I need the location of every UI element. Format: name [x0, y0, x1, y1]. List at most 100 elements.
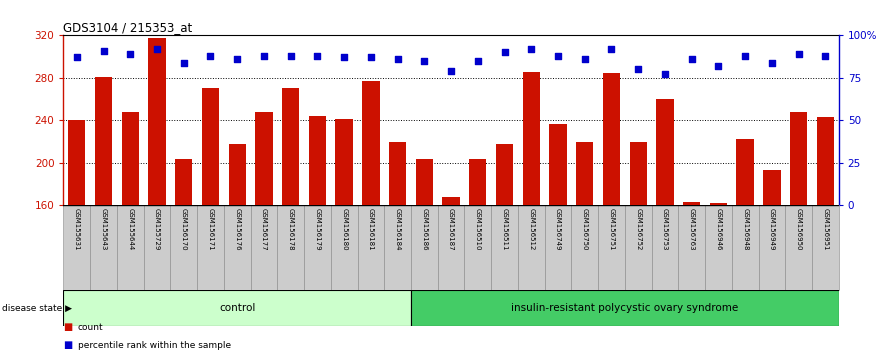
- Point: [150, 46, 164, 52]
- Bar: [492, 205, 518, 290]
- Text: GSM155631: GSM155631: [74, 208, 80, 250]
- Bar: [598, 205, 625, 290]
- Bar: [304, 205, 330, 290]
- Bar: [95, 77, 112, 205]
- Bar: [278, 205, 304, 290]
- Bar: [576, 142, 594, 205]
- Bar: [759, 205, 785, 290]
- Text: insulin-resistant polycystic ovary syndrome: insulin-resistant polycystic ovary syndr…: [511, 303, 738, 313]
- Point: [818, 53, 833, 59]
- Bar: [411, 290, 839, 326]
- Bar: [442, 197, 460, 205]
- Point: [284, 53, 298, 59]
- Point: [604, 46, 618, 52]
- Bar: [438, 205, 464, 290]
- Bar: [737, 139, 754, 205]
- Bar: [358, 205, 384, 290]
- Point: [257, 53, 271, 59]
- Point: [738, 53, 752, 59]
- Point: [498, 50, 512, 55]
- Point: [444, 68, 458, 74]
- Bar: [202, 88, 219, 205]
- Bar: [817, 117, 834, 205]
- Bar: [416, 159, 433, 205]
- Point: [177, 60, 191, 65]
- Text: GSM156750: GSM156750: [581, 208, 588, 250]
- Bar: [148, 38, 166, 205]
- Bar: [678, 205, 705, 290]
- Bar: [255, 112, 272, 205]
- Bar: [785, 205, 812, 290]
- Text: percentile rank within the sample: percentile rank within the sample: [78, 341, 231, 350]
- Text: GSM156763: GSM156763: [689, 208, 695, 251]
- Bar: [117, 205, 144, 290]
- Text: GSM156184: GSM156184: [395, 208, 401, 250]
- Bar: [63, 290, 411, 326]
- Text: GSM156752: GSM156752: [635, 208, 641, 250]
- Text: GSM156180: GSM156180: [341, 208, 347, 251]
- Point: [390, 56, 404, 62]
- Bar: [170, 205, 197, 290]
- Text: GSM156511: GSM156511: [501, 208, 507, 250]
- Text: control: control: [219, 303, 255, 313]
- Text: ■: ■: [63, 340, 72, 350]
- Bar: [384, 205, 411, 290]
- Point: [470, 58, 485, 64]
- Bar: [522, 72, 540, 205]
- Bar: [763, 170, 781, 205]
- Bar: [518, 205, 544, 290]
- Text: GSM155643: GSM155643: [100, 208, 107, 250]
- Text: GSM156187: GSM156187: [448, 208, 454, 251]
- Text: GSM156951: GSM156951: [822, 208, 828, 250]
- Text: GSM156177: GSM156177: [261, 208, 267, 251]
- Text: GSM156178: GSM156178: [288, 208, 293, 251]
- Text: GSM156946: GSM156946: [715, 208, 722, 250]
- Bar: [630, 142, 647, 205]
- Text: GSM156948: GSM156948: [742, 208, 748, 250]
- Text: GSM156749: GSM156749: [555, 208, 561, 250]
- Bar: [336, 119, 352, 205]
- Bar: [469, 159, 486, 205]
- Point: [364, 55, 378, 60]
- Bar: [362, 81, 380, 205]
- Text: GSM156510: GSM156510: [475, 208, 481, 250]
- Point: [524, 46, 538, 52]
- Bar: [250, 205, 278, 290]
- Text: GSM156753: GSM156753: [662, 208, 668, 250]
- Bar: [496, 144, 514, 205]
- Bar: [572, 205, 598, 290]
- Text: GSM156171: GSM156171: [207, 208, 213, 251]
- Text: disease state ▶: disease state ▶: [2, 303, 71, 313]
- Bar: [411, 205, 438, 290]
- Point: [97, 48, 111, 53]
- Point: [551, 53, 565, 59]
- Point: [70, 55, 84, 60]
- Point: [578, 56, 592, 62]
- Bar: [652, 205, 678, 290]
- Point: [310, 53, 324, 59]
- Bar: [625, 205, 652, 290]
- Point: [791, 51, 805, 57]
- Text: GSM156512: GSM156512: [529, 208, 534, 250]
- Bar: [790, 112, 807, 205]
- Bar: [683, 202, 700, 205]
- Bar: [68, 120, 85, 205]
- Bar: [656, 99, 674, 205]
- Text: GSM156181: GSM156181: [368, 208, 374, 251]
- Bar: [330, 205, 358, 290]
- Point: [658, 72, 672, 77]
- Bar: [603, 73, 620, 205]
- Bar: [224, 205, 250, 290]
- Bar: [144, 205, 170, 290]
- Text: GSM156751: GSM156751: [609, 208, 614, 250]
- Bar: [308, 116, 326, 205]
- Bar: [228, 144, 246, 205]
- Bar: [812, 205, 839, 290]
- Text: GSM155644: GSM155644: [127, 208, 133, 250]
- Bar: [122, 112, 139, 205]
- Text: count: count: [78, 323, 103, 332]
- Bar: [550, 124, 566, 205]
- Point: [765, 60, 779, 65]
- Bar: [175, 159, 192, 205]
- Text: GSM156186: GSM156186: [421, 208, 427, 251]
